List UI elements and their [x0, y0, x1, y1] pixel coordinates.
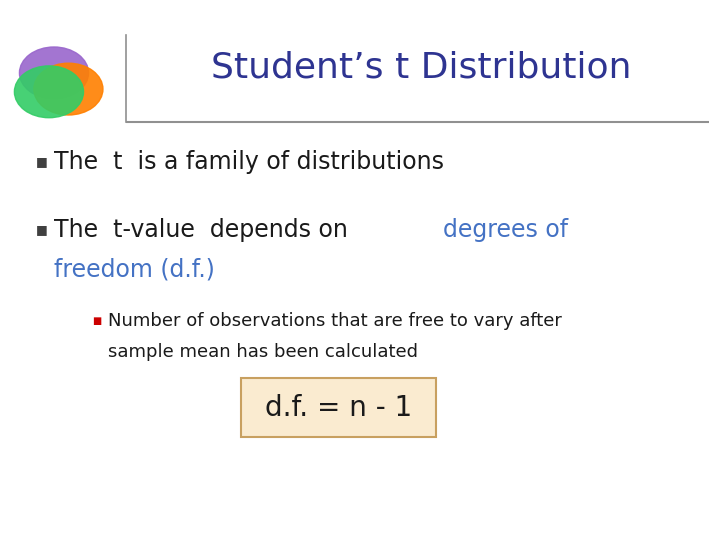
Circle shape	[19, 47, 89, 99]
Text: ■: ■	[93, 316, 102, 326]
Text: freedom (d.f.): freedom (d.f.)	[54, 258, 215, 282]
Text: degrees of: degrees of	[443, 218, 568, 241]
Text: Student’s t Distribution: Student’s t Distribution	[211, 51, 631, 84]
Circle shape	[34, 63, 103, 115]
Circle shape	[14, 66, 84, 118]
Text: sample mean has been calculated: sample mean has been calculated	[108, 343, 418, 361]
Text: ■: ■	[36, 156, 48, 168]
Text: ■: ■	[36, 223, 48, 236]
Text: d.f. = n - 1: d.f. = n - 1	[265, 394, 412, 422]
Text: The  t-value  depends on: The t-value depends on	[54, 218, 356, 241]
Text: The  t  is a family of distributions: The t is a family of distributions	[54, 150, 444, 174]
Text: Number of observations that are free to vary after: Number of observations that are free to …	[108, 312, 562, 330]
FancyBboxPatch shape	[241, 378, 436, 437]
